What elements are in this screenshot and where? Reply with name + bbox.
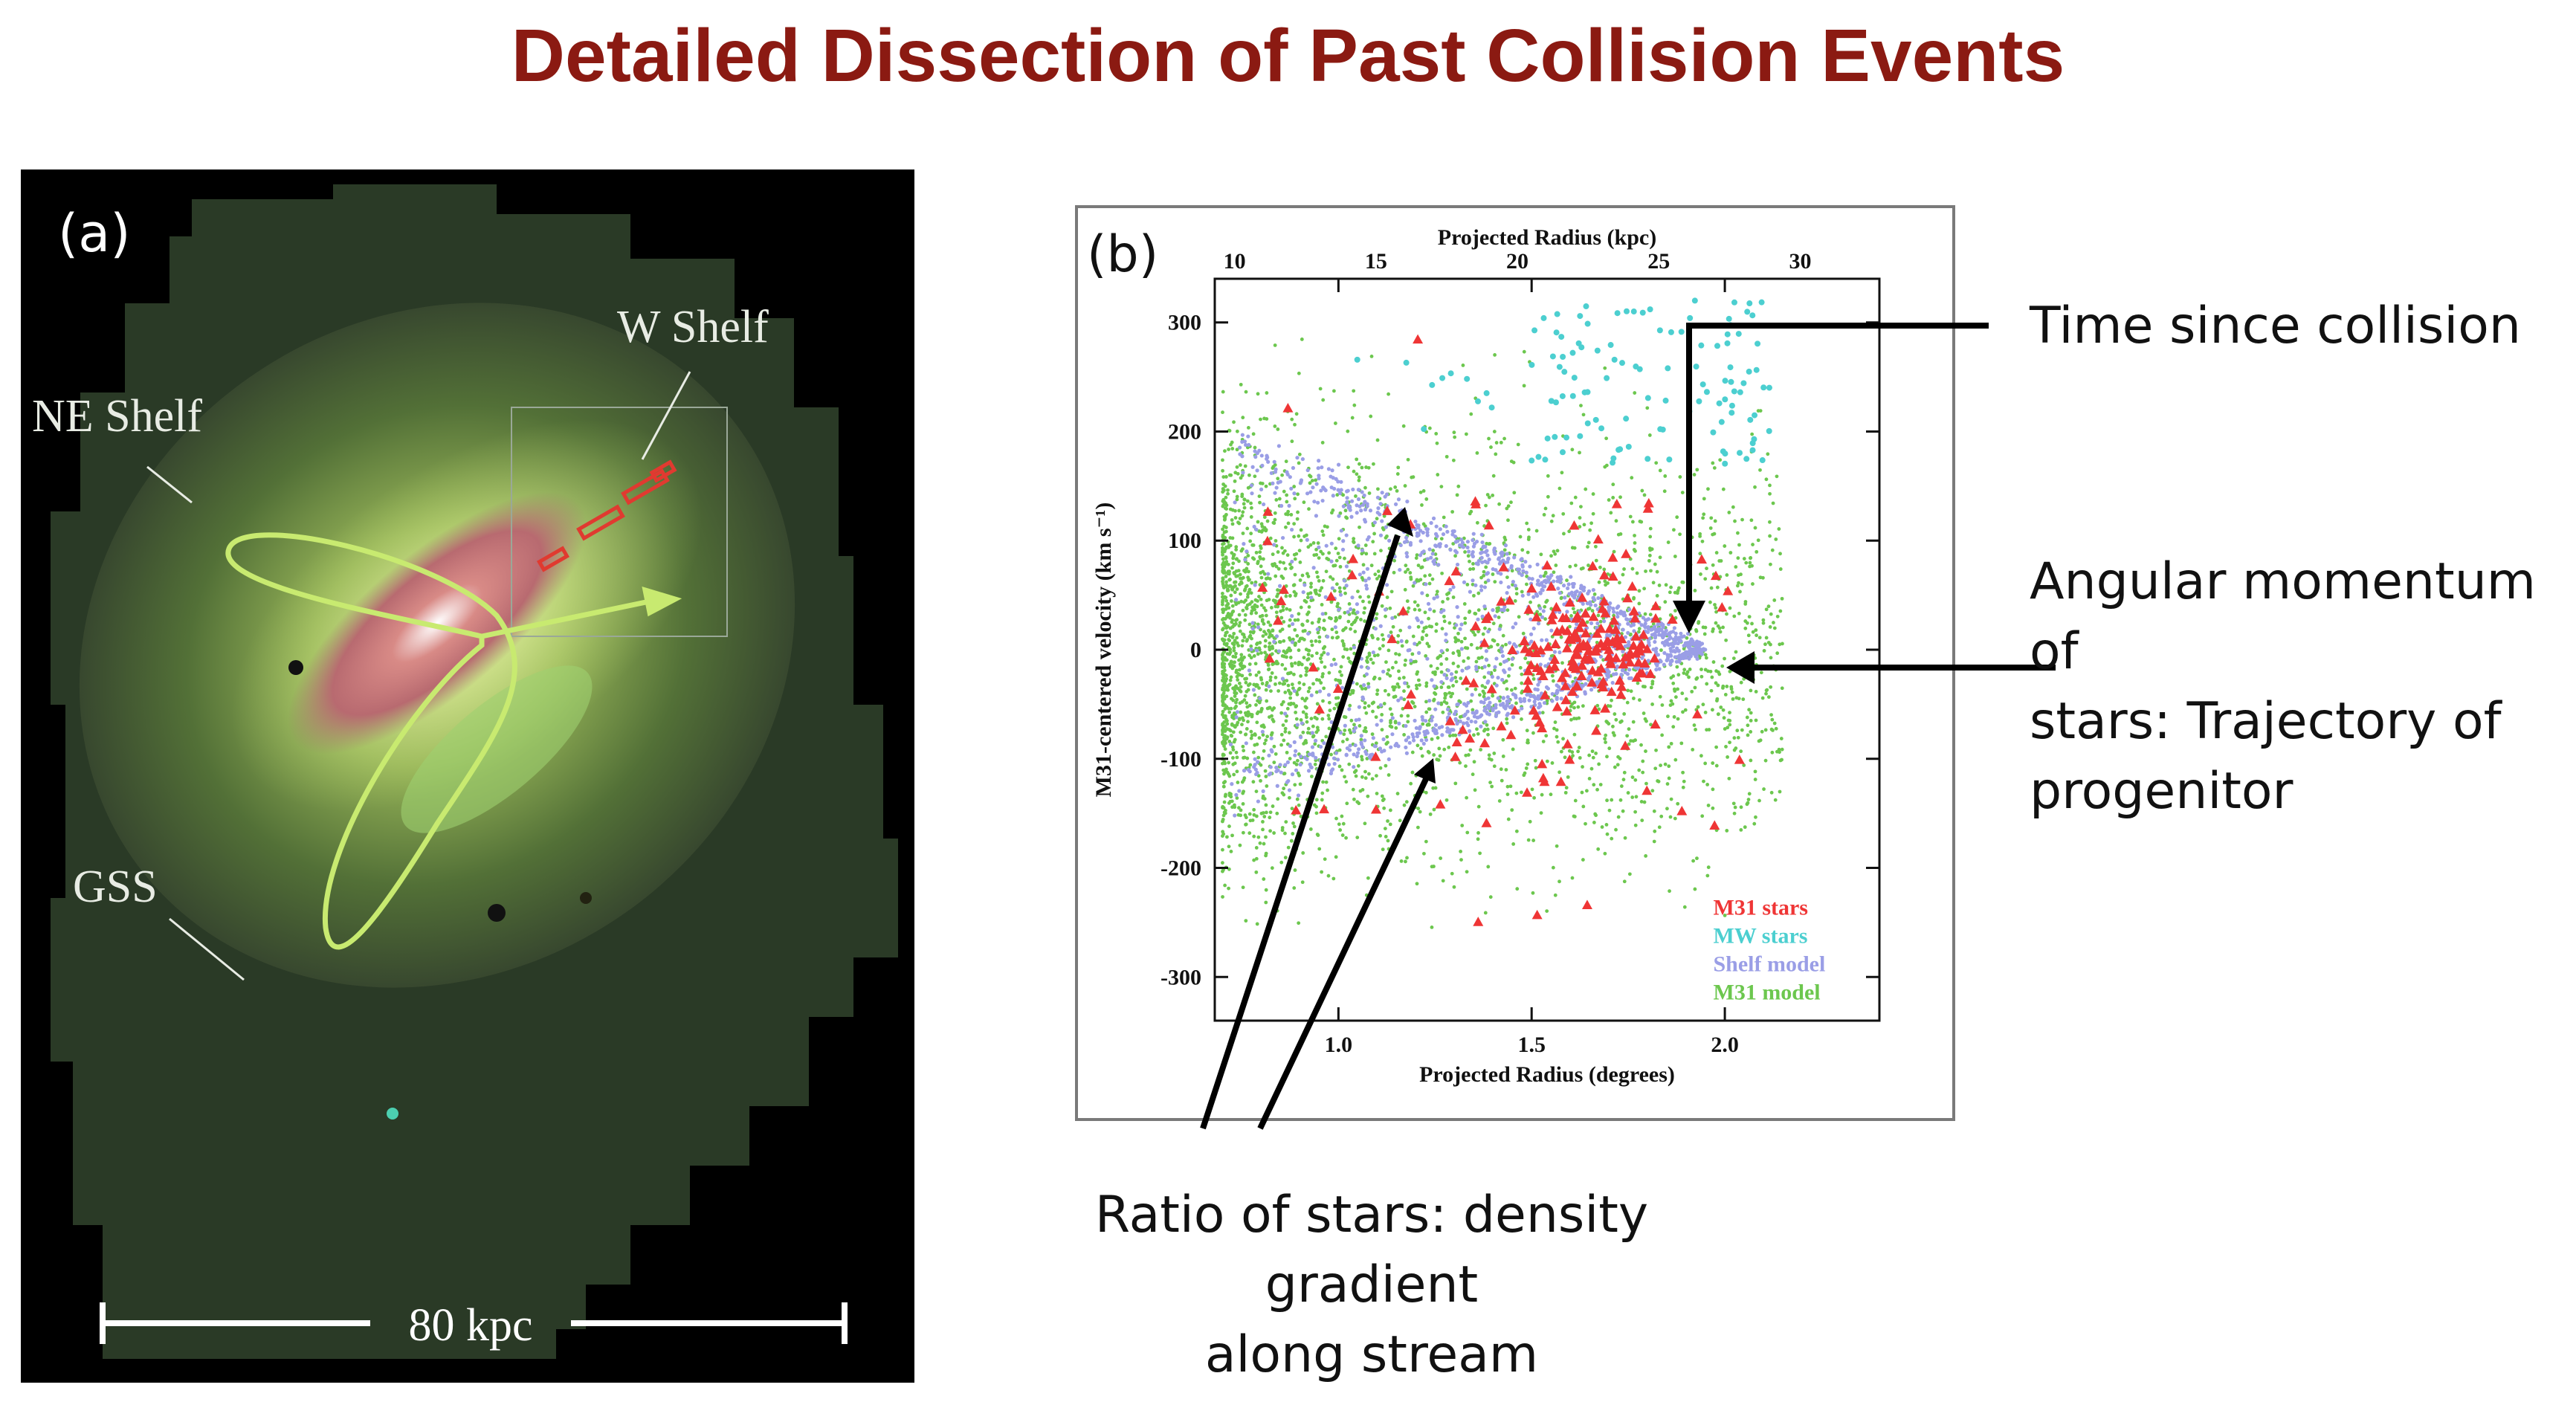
panel-a-label: (a) [58,203,131,264]
panel-b-frame [1075,205,1955,1121]
scale-bar-label: 80 kpc [408,1300,532,1351]
m31-halo-image: (a) W Shelf NE Shelf GSS 80 kpc [21,169,914,1383]
satellite-orbit [225,532,682,950]
slide-title: Detailed Dissection of Past Collision Ev… [511,14,2065,97]
scale-bar [100,1302,848,1344]
ne-shelf-label: NE Shelf [32,391,202,442]
spectroscopic-fields [536,459,677,572]
gss-label: GSS [73,862,158,912]
w-shelf-label: W Shelf [617,302,769,352]
m31-image-svg: (a) W Shelf NE Shelf GSS 80 kpc [21,169,914,1383]
w-shelf-box [511,407,728,637]
